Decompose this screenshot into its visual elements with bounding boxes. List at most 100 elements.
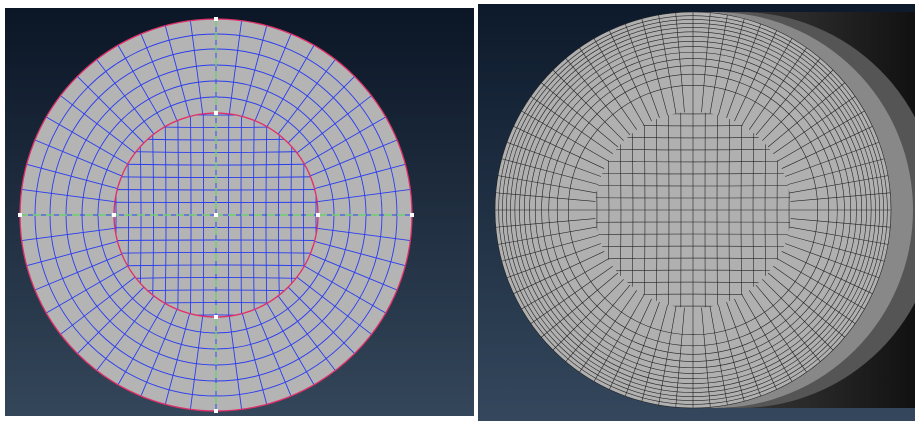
mesh-edge (773, 265, 856, 324)
mesh-edge (541, 272, 619, 338)
mesh-edge (718, 304, 745, 402)
mesh-ring (523, 40, 863, 380)
mesh-edge (781, 251, 873, 294)
mesh-edge (718, 18, 745, 116)
mesh-edge (777, 110, 865, 162)
mesh-edge (641, 18, 668, 116)
mesh-edge (752, 112, 755, 308)
mesh-edge (265, 113, 268, 317)
mesh-ring (529, 46, 857, 374)
mesh-edge (114, 239, 318, 241)
mesh-ring (567, 84, 819, 336)
mesh-edge (521, 258, 609, 310)
vertex (214, 17, 218, 21)
mesh-ring (548, 65, 838, 355)
mesh-edge (114, 264, 318, 267)
mesh-edge (521, 110, 609, 162)
mesh-edge (781, 126, 873, 169)
mesh-edge (762, 69, 834, 141)
mesh-ring (506, 23, 880, 397)
mesh-ring (519, 36, 867, 384)
mesh-edge (552, 69, 624, 141)
mesh-edge (789, 226, 889, 245)
mesh-edge (530, 96, 613, 155)
mesh-edge (253, 113, 255, 317)
mesh-edge (506, 243, 602, 279)
vertex (18, 213, 22, 217)
vertex (112, 213, 116, 217)
mesh-edge (495, 218, 596, 228)
mesh-ring (541, 58, 845, 362)
mesh-edge (701, 307, 711, 408)
mesh-edge (552, 279, 624, 351)
mesh-edge (789, 175, 889, 194)
mesh-edge (787, 158, 885, 185)
mesh-edge (726, 23, 762, 119)
mesh-edge (741, 38, 793, 126)
mesh-edge (495, 192, 596, 202)
mesh-edge (497, 226, 597, 245)
mesh-edge (777, 258, 865, 310)
mesh-edge (624, 23, 660, 119)
mesh-edge (790, 218, 891, 228)
vertex (214, 111, 218, 115)
mesh-edge (240, 113, 242, 317)
mesh-ring (556, 73, 830, 347)
mesh-edge (762, 279, 834, 351)
mesh-edge (767, 272, 845, 338)
mesh-edge (726, 301, 762, 397)
mesh-edge (579, 47, 638, 130)
mesh-edge (501, 235, 599, 262)
mesh-edge (748, 47, 807, 130)
mesh-ring (514, 31, 872, 389)
mesh-edge (595, 257, 791, 260)
mesh-edge (541, 82, 619, 148)
right-mesh (494, 11, 892, 409)
mesh-edge (497, 175, 597, 194)
mesh-edge (767, 82, 845, 148)
mesh-edge (609, 298, 652, 390)
mesh-edge (755, 58, 821, 136)
mesh-edge (506, 141, 602, 177)
mesh-edge (740, 112, 743, 308)
mesh-edge (593, 294, 645, 382)
mesh-edge (734, 30, 777, 122)
mesh-edge (593, 38, 645, 126)
mesh-edge (784, 243, 880, 279)
mesh-edge (658, 14, 677, 114)
mesh-edge (741, 294, 793, 382)
mesh-edge (787, 235, 885, 262)
mesh-edge (501, 158, 599, 185)
mesh-edge (579, 290, 638, 373)
vertex (316, 213, 320, 217)
mesh-edge (773, 96, 856, 155)
mesh-edge (755, 284, 821, 362)
mesh-ring (498, 15, 888, 405)
mesh-edge (114, 277, 318, 280)
mesh-edge (784, 141, 880, 177)
mesh-edge (114, 252, 318, 254)
vertex (214, 213, 218, 217)
mesh-edge (790, 192, 891, 202)
mesh-edge (701, 12, 711, 113)
vertex (410, 213, 414, 217)
mesh-edge (513, 251, 605, 294)
mesh-edge (709, 14, 728, 114)
mesh-edge (641, 304, 668, 402)
mesh-edge (675, 307, 685, 408)
mesh-edge (565, 58, 631, 136)
mesh-edge (565, 284, 631, 362)
mesh-edge (728, 112, 731, 308)
mesh-edge (675, 12, 685, 113)
mesh-ring (502, 19, 884, 401)
mesh-edge (658, 306, 677, 406)
mesh-edge (709, 306, 728, 406)
mesh-edge (734, 298, 777, 390)
mesh-edge (609, 30, 652, 122)
mesh-edge (278, 113, 281, 317)
mesh-ring (494, 11, 892, 409)
mesh-edge (595, 245, 791, 248)
mesh-edge (513, 126, 605, 169)
